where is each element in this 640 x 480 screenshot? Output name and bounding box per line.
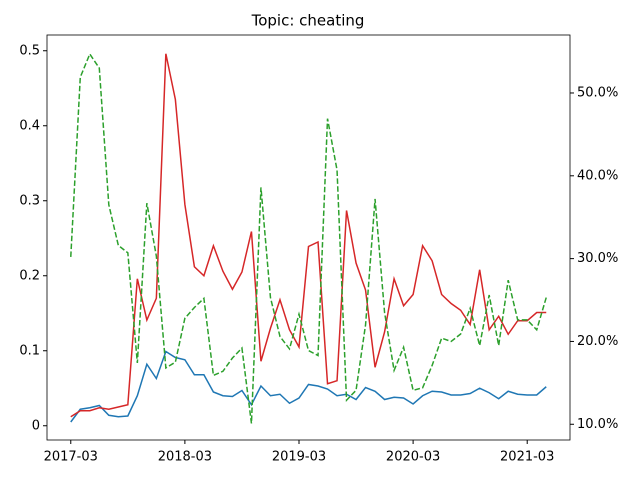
y-tick-label: 0.3 bbox=[19, 193, 40, 208]
x-tick-label: 2021-03 bbox=[500, 450, 554, 465]
y2-tick-label: 30.0% bbox=[577, 251, 618, 266]
series-line bbox=[70, 350, 547, 423]
series-line bbox=[70, 53, 547, 418]
x-tick-label: 2017-03 bbox=[44, 450, 98, 465]
y-tick-label: 0.1 bbox=[19, 343, 40, 358]
y-tick-label: 0.2 bbox=[19, 268, 40, 283]
plot-frame bbox=[46, 34, 571, 441]
y-tick-label: 0 bbox=[32, 418, 40, 433]
x-tick-label: 2019-03 bbox=[272, 450, 326, 465]
y-tick-label: 0.4 bbox=[19, 118, 40, 133]
chart-title: Topic: cheating bbox=[251, 12, 365, 30]
y2-tick-label: 50.0% bbox=[577, 85, 618, 100]
y2-tick-label: 10.0% bbox=[577, 417, 618, 432]
x-tick-label: 2018-03 bbox=[158, 450, 212, 465]
y-tick-label: 0.5 bbox=[19, 43, 40, 58]
series-line bbox=[70, 52, 547, 424]
y2-tick-label: 20.0% bbox=[577, 334, 618, 349]
y2-tick-label: 40.0% bbox=[577, 168, 618, 183]
x-tick-label: 2020-03 bbox=[386, 450, 440, 465]
